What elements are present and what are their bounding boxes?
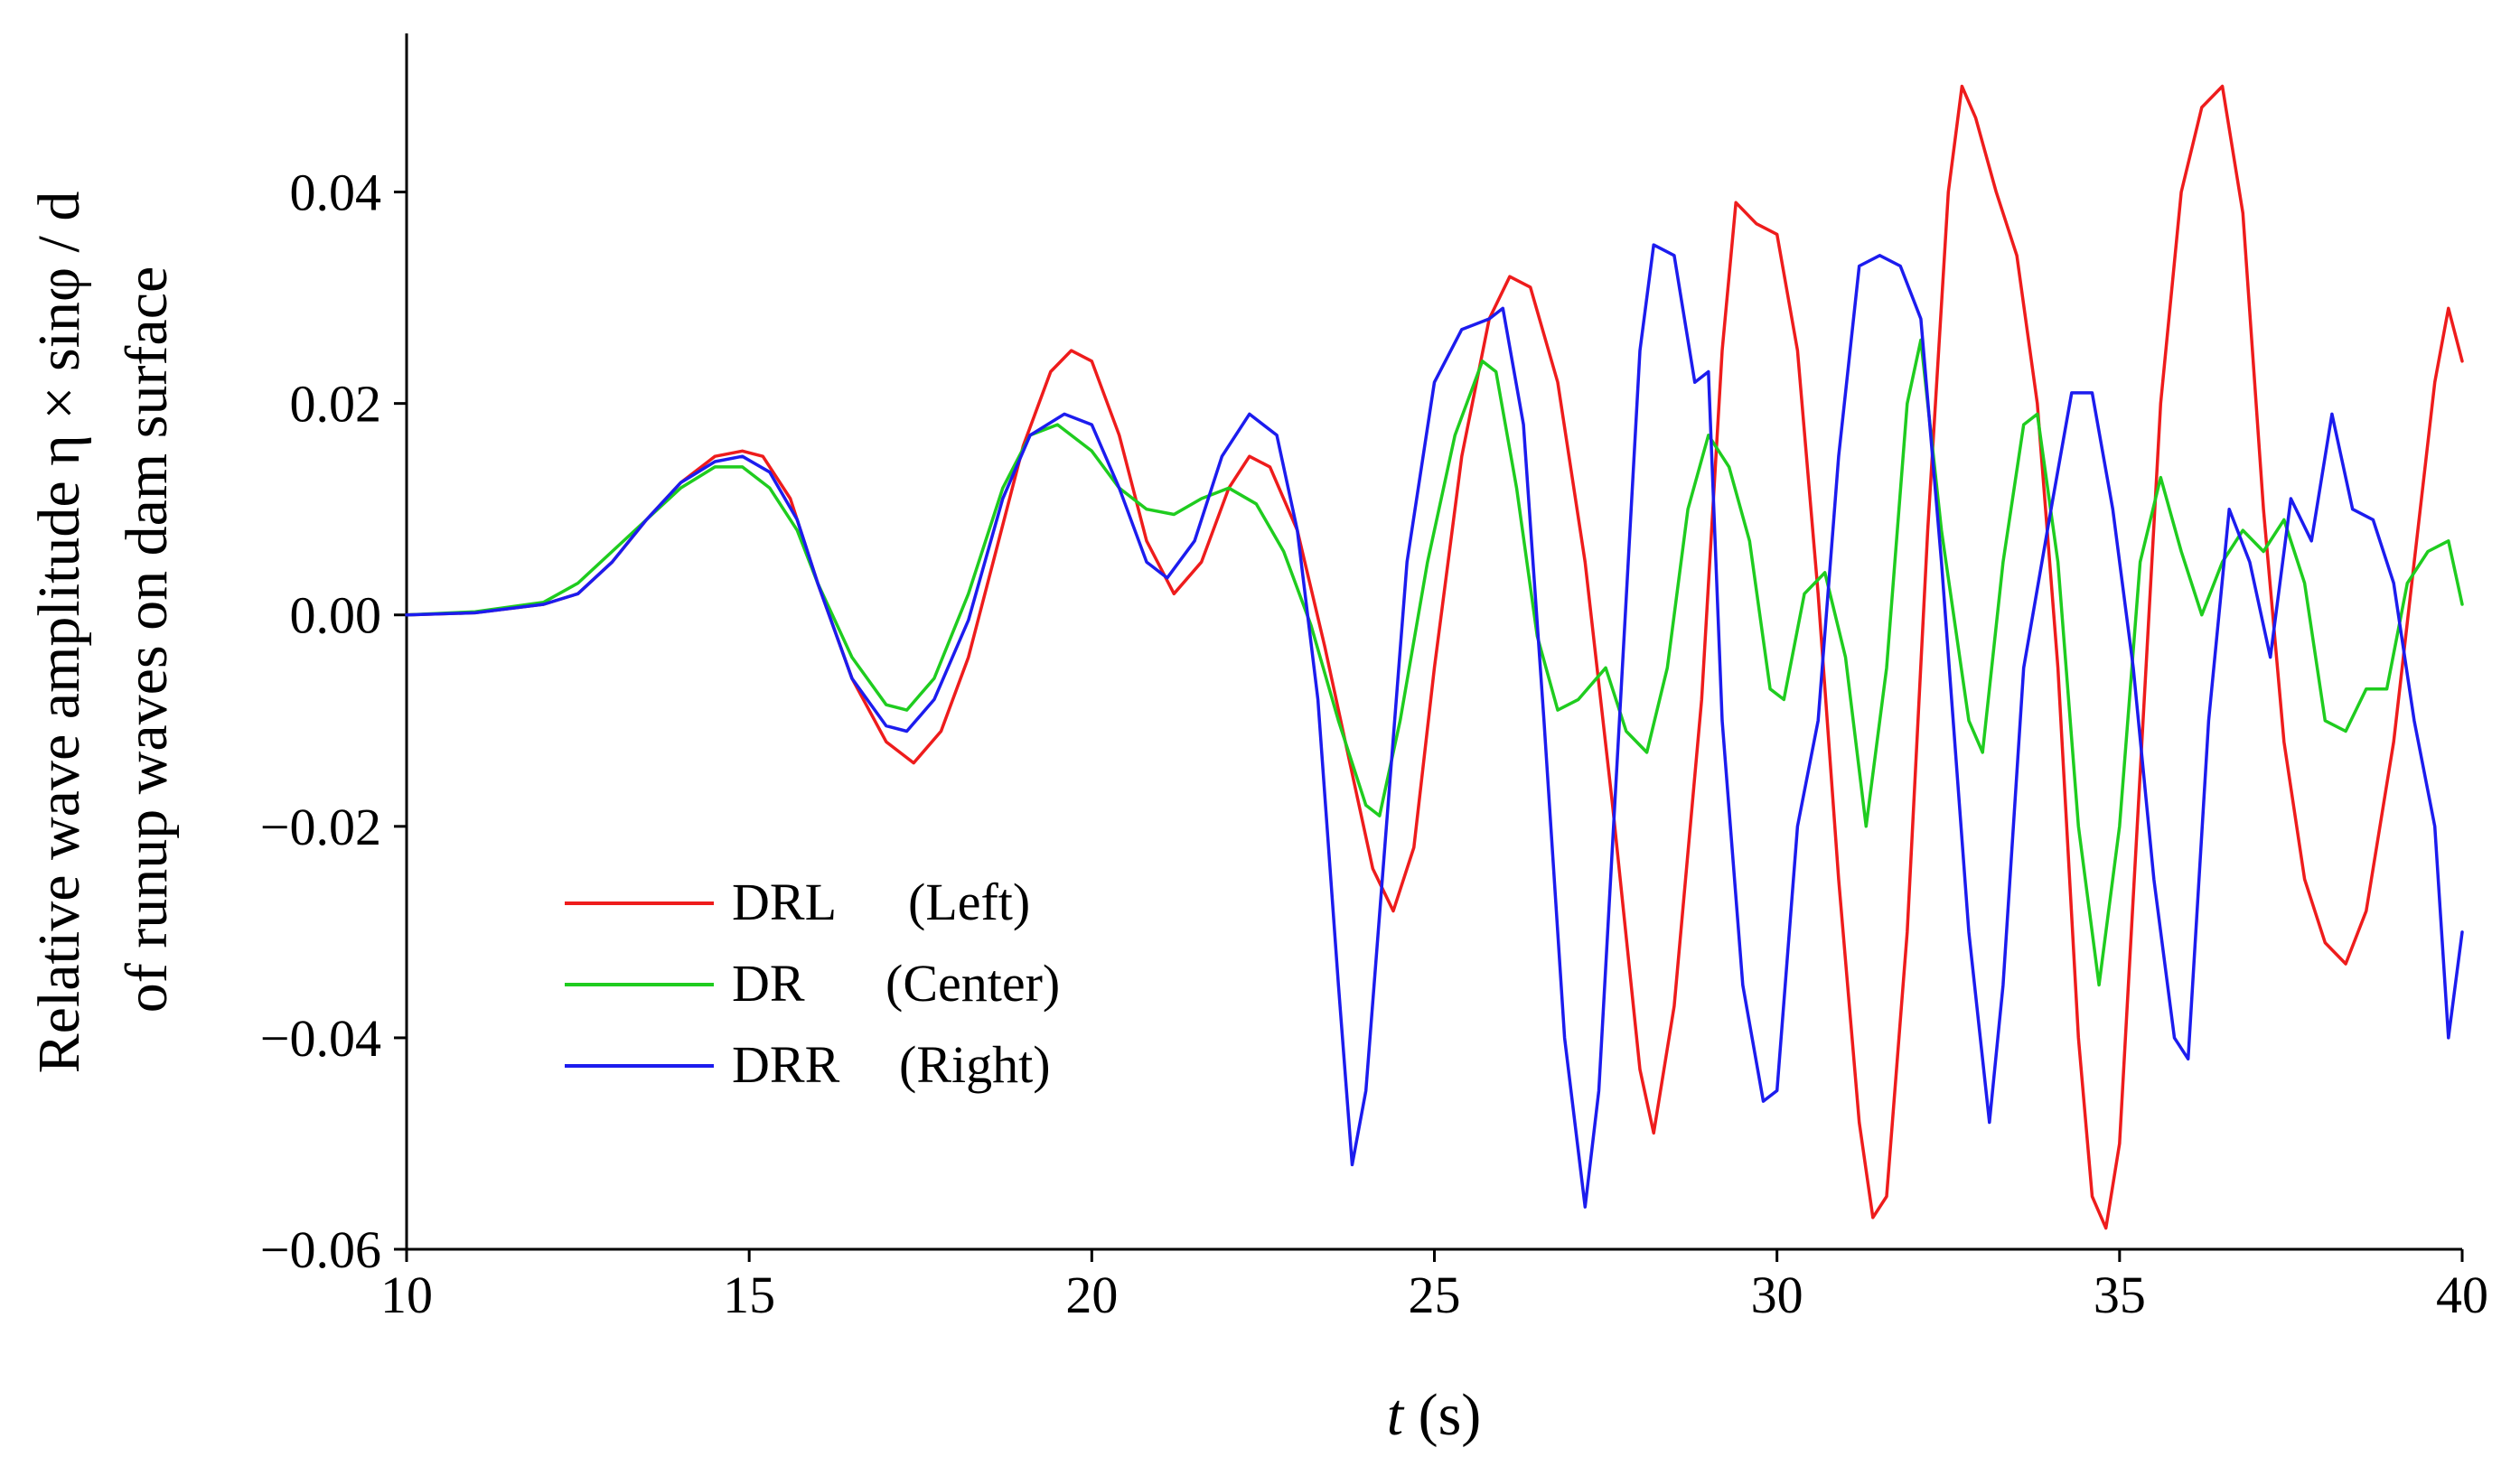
legend-paren-drl: (Left) (908, 873, 1030, 931)
legend-item-drl: DRL (Left) (565, 873, 1030, 931)
x-tick-label-40: 40 (2436, 1266, 2488, 1324)
y-tick-label-3: 0.00 (290, 586, 382, 645)
y-axis-label-line1: Relative wave amplitude η × sinφ / d (26, 192, 92, 1074)
y-tick-label-4: 0.02 (290, 375, 382, 434)
x-tick-label-20: 20 (1065, 1266, 1118, 1324)
y-tick-label-0: −0.06 (260, 1220, 381, 1279)
x-axis-label-variable: t (1387, 1382, 1405, 1448)
x-tick-label-15: 15 (723, 1266, 775, 1324)
plot-area: 10 15 20 25 30 35 40 −0.06 −0.04 −0.02 0.00 0.02 0.… (260, 33, 2488, 1324)
y-ticks: −0.06 −0.04 −0.02 0.00 0.02 0.04 (260, 163, 407, 1279)
legend-name-drl: DRL (732, 873, 837, 931)
x-tick-label-35: 35 (2094, 1266, 2146, 1324)
x-axis-label: t (s) (1387, 1382, 1482, 1448)
y-axis-label-line2: of runup waves on dam surface (114, 266, 180, 1014)
y-tick-label-5: 0.04 (290, 163, 382, 222)
legend-item-drr: DRR (Right) (565, 1035, 1051, 1094)
legend: DRL (Left) DR (Center) DRR (Right) (565, 873, 1060, 1094)
y-tick-label-1: −0.04 (260, 1009, 381, 1068)
series-line-drr (405, 243, 2464, 1209)
series-line-drl (405, 84, 2464, 1230)
legend-paren-drr: (Right) (899, 1035, 1051, 1094)
series-line-dr (405, 338, 2464, 987)
legend-item-dr: DR (Center) (565, 954, 1060, 1013)
legend-name-dr: DR (732, 954, 805, 1013)
series-group (405, 84, 2464, 1230)
y-tick-label-2: −0.02 (260, 798, 381, 856)
x-tick-label-10: 10 (380, 1266, 433, 1324)
x-tick-label-30: 30 (1751, 1266, 1803, 1324)
legend-paren-dr: (Center) (885, 954, 1060, 1013)
x-axis-label-unit: (s) (1403, 1382, 1481, 1448)
legend-name-drr: DRR (732, 1035, 840, 1094)
y-axis-label: Relative wave amplitude η × sinφ / d of … (26, 192, 180, 1074)
x-ticks: 10 15 20 25 30 35 40 (380, 1249, 2488, 1324)
x-tick-label-25: 25 (1409, 1266, 1461, 1324)
